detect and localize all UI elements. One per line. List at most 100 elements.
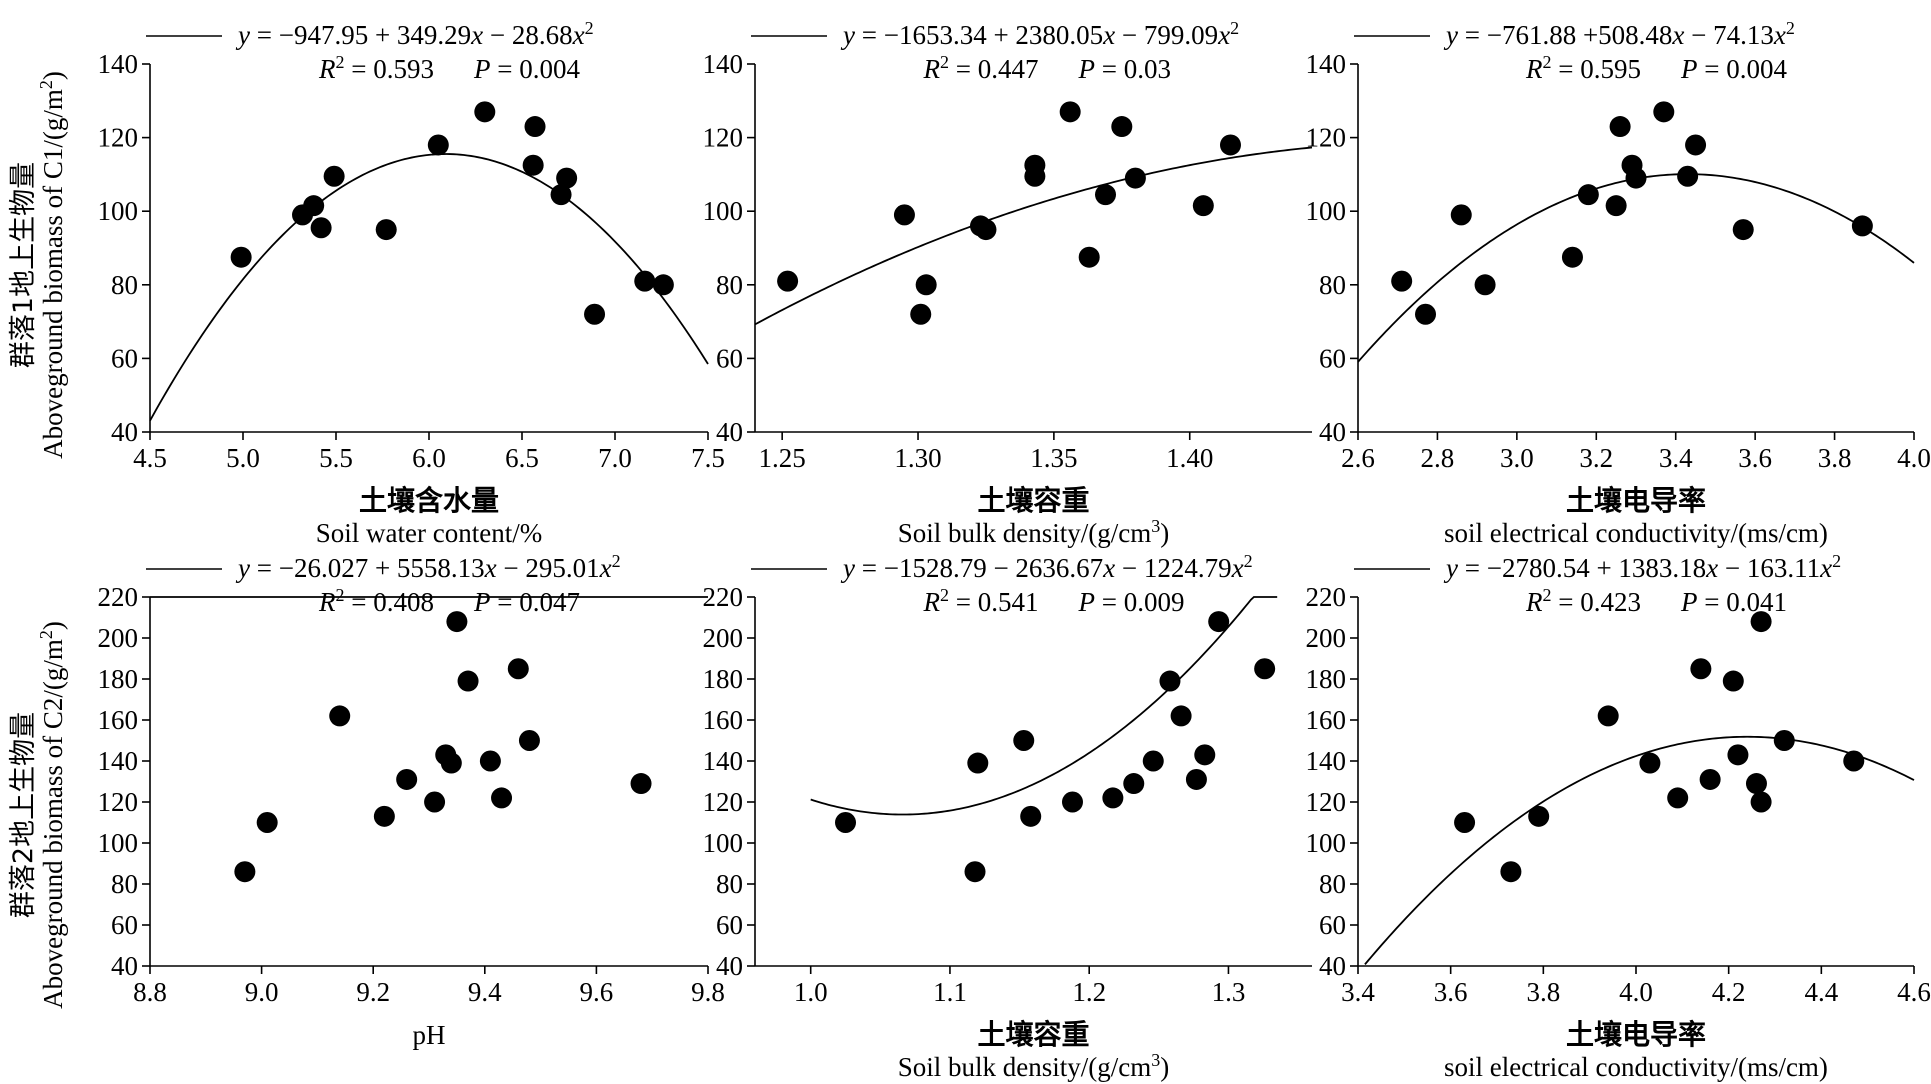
y-tick-label: 100 [703,196,744,226]
eq-mid: − 28.68 [483,20,572,50]
y-tick-label: 180 [703,664,744,694]
r-squared-text: R2 = 0.595 [1525,52,1641,84]
data-point [1159,670,1181,692]
data-point [1450,204,1472,226]
eq-y-symbol: y [840,20,855,50]
data-point [1750,611,1772,633]
data-point [474,101,496,123]
fit-curve [810,596,1278,816]
data-point [1609,116,1631,138]
y-tick-label: 180 [1306,664,1347,694]
x-tick-label: 3.8 [1818,443,1852,473]
r-squared-value: = 0.423 [1552,587,1641,617]
data-point [1750,791,1772,813]
fit-curve [1357,173,1915,363]
r-squared-text: R2 = 0.423 [1525,585,1641,617]
x-axis-label-cn: 土壤容重 [977,1018,1089,1051]
data-point [457,670,479,692]
eq-sup: 2 [612,551,621,571]
r-squared-value: = 0.595 [1552,54,1641,84]
y-tick-label: 80 [111,869,138,899]
p-value-text: P = 0.004 [473,54,580,84]
data-point [424,791,446,813]
data-point [1597,705,1619,727]
r-squared-value: = 0.593 [345,54,434,84]
regression-equation: y = −1653.34 + 2380.05x − 799.09x2 [840,18,1239,50]
x-tick-label: 4.6 [1897,977,1931,1007]
fit-curve [1364,735,1915,965]
data-point [1685,134,1707,156]
y-tick-label: 160 [703,705,744,735]
y-tick-label: 120 [1306,123,1347,153]
data-point [1561,246,1583,268]
p-value-text: P = 0.041 [1680,587,1787,617]
y-tick-label: 220 [98,582,139,612]
x-axis-label-cn: 土壤电导率 [1566,484,1706,517]
y-tick-label: 40 [111,417,138,447]
data-point [1185,768,1207,790]
data-point [522,154,544,176]
y-tick-label: 80 [716,270,743,300]
x-tick-label: 8.8 [133,977,167,1007]
data-point [323,165,345,187]
y-tick-label: 140 [98,746,139,776]
p-value: = 0.009 [1095,587,1184,617]
x-tick-label: 3.6 [1738,443,1772,473]
x-tick-label: 4.4 [1804,977,1838,1007]
data-point [234,861,256,883]
regression-equation: y = −761.88 +508.48x − 74.13x2 [1443,18,1795,50]
x-axis-label-en: soil electrical conductivity/(ms/cm) [1444,518,1828,548]
x-tick-label: 3.4 [1659,443,1693,473]
x-tick-label: 6.0 [412,443,446,473]
y-tick-label: 220 [1306,582,1347,612]
data-point [1690,658,1712,680]
y-axis-label-row1-en: Aboveground biomass of C1/(g/m [38,89,68,459]
fit-curve [754,146,1313,326]
eq-mid: − 1224.79 [1115,553,1231,583]
y-tick-label: 40 [1319,417,1346,447]
eq-x2-symbol: x [572,20,585,50]
data-point [910,303,932,325]
regression-equation: y = −947.95 + 349.29x − 28.68x2 [235,18,594,50]
p-value-text: P = 0.009 [1078,587,1185,617]
y-tick-label: 200 [703,623,744,653]
regression-equation: y = −2780.54 + 1383.18x − 163.11x2 [1443,551,1841,583]
data-point [479,750,501,772]
data-point [556,167,578,189]
data-point [1124,167,1146,189]
eq-sup: 2 [1786,18,1795,38]
data-point [1677,165,1699,187]
y-tick-label: 100 [98,828,139,858]
x-tick-label: 9.2 [356,977,390,1007]
data-point [967,752,989,774]
p-value: = 0.047 [491,587,580,617]
regression-equation: y = −1528.79 − 2636.67x − 1224.79x2 [840,551,1253,583]
x-tick-label: 1.3 [1212,977,1246,1007]
eq-x-symbol: x [1102,20,1115,50]
fit-curve [149,153,709,422]
y-tick-label: 80 [1319,869,1346,899]
y-tick-label: 200 [1306,623,1347,653]
x-tick-label: 9.0 [245,977,279,1007]
x-tick-label: 1.35 [1030,443,1077,473]
data-point [1667,787,1689,809]
x-tick-label: 7.5 [691,443,725,473]
y-tick-label: 120 [703,787,744,817]
data-point [440,752,462,774]
eq-y-symbol: y [235,20,250,50]
eq-x-symbol: x [484,553,497,583]
y-tick-label: 200 [98,623,139,653]
r-squared-text: R2 = 0.408 [318,585,434,617]
data-point [1102,787,1124,809]
data-point [1208,611,1230,633]
eq-x2-symbol: x [599,553,612,583]
x-tick-label: 3.8 [1526,977,1560,1007]
data-point [1732,219,1754,241]
data-point [1653,101,1675,123]
data-point [1142,750,1164,772]
panel-3: 40 60 80 100 120 140 2.6 2.8 3.0 3.2 3.4 3.6 3.8 4.0 y… [1306,18,1931,548]
eq-sup: 2 [1244,551,1253,571]
data-point [1078,246,1100,268]
data-point [329,705,351,727]
data-point [550,184,572,206]
